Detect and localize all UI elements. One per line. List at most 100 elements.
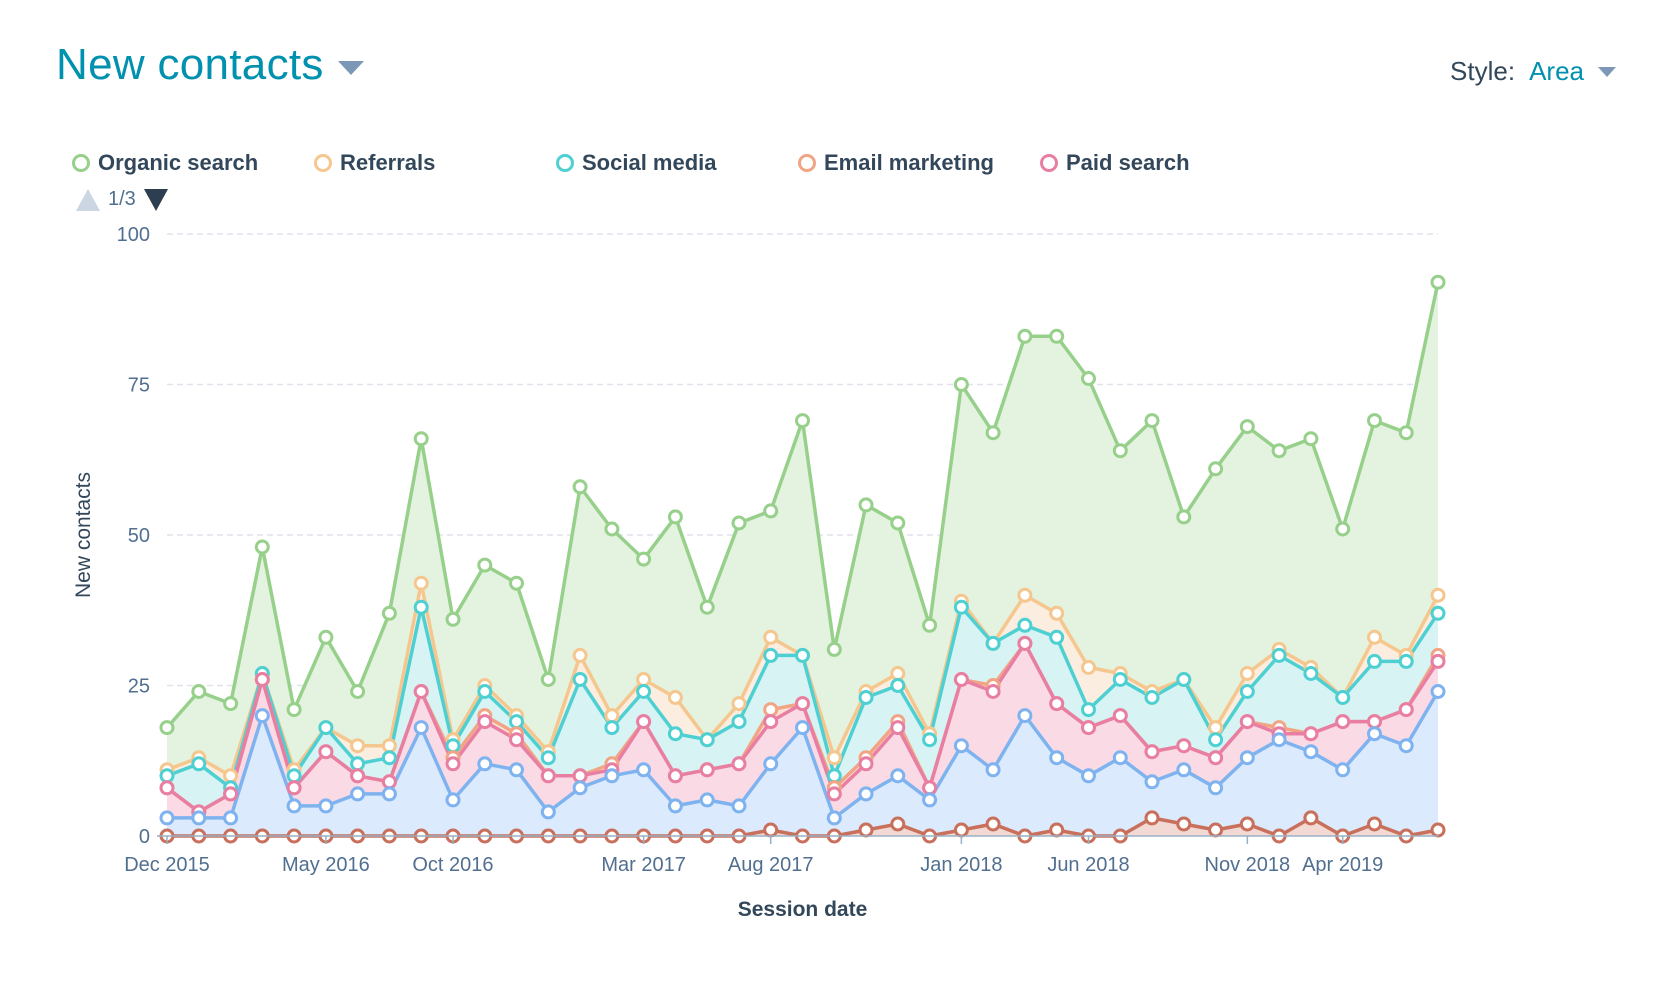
triangle-up-icon[interactable]	[76, 188, 100, 211]
data-point-organic-search	[1208, 461, 1224, 477]
data-point-organic-search	[890, 515, 906, 531]
legend-marker-icon	[1040, 154, 1058, 172]
data-point-other	[1303, 744, 1319, 760]
data-point-other	[763, 756, 779, 772]
data-point-organic-search	[445, 611, 461, 627]
data-point-referrals	[604, 708, 620, 724]
data-point-other	[636, 762, 652, 778]
data-point-paid-search	[1239, 714, 1255, 730]
data-point-organic-search	[350, 684, 366, 699]
data-point-other	[985, 762, 1001, 778]
triangle-down-icon[interactable]	[143, 188, 168, 211]
data-point-social-media	[540, 750, 556, 766]
data-point-direct-traffic	[1208, 822, 1224, 838]
legend-item-organic-search[interactable]: Organic search	[72, 150, 258, 176]
data-point-organic-search	[381, 605, 397, 621]
data-point-organic-search	[1398, 425, 1414, 441]
data-point-social-media	[1367, 653, 1382, 669]
data-point-organic-search	[477, 557, 493, 573]
data-point-organic-search	[636, 551, 652, 567]
data-point-paid-search	[953, 672, 969, 687]
data-point-social-media	[1239, 684, 1255, 699]
y-tick-label: 25	[128, 676, 150, 698]
chart-title[interactable]: New contacts	[56, 40, 324, 89]
data-point-other	[223, 810, 239, 826]
legend-label: Referrals	[340, 150, 436, 175]
data-point-social-media	[381, 750, 397, 766]
data-point-paid-search	[1303, 726, 1319, 742]
data-point-social-media	[953, 599, 969, 615]
data-point-paid-search	[1398, 702, 1414, 718]
data-point-social-media	[572, 672, 588, 687]
data-point-paid-search	[890, 720, 906, 736]
data-point-social-media	[1049, 629, 1065, 645]
data-point-organic-search	[413, 431, 429, 447]
data-point-other	[1144, 774, 1160, 790]
data-point-paid-search	[731, 756, 747, 772]
data-point-social-media	[477, 684, 493, 699]
data-point-paid-search	[636, 714, 652, 730]
data-point-referrals	[763, 629, 779, 645]
axes: 0 25 50 75 100 Dec 2015 May 2016 Oct 2016 Mar 20…	[72, 224, 1438, 921]
legend-item-paid-search[interactable]: Paid search	[1040, 150, 1190, 176]
data-point-direct-traffic	[858, 822, 874, 838]
data-point-organic-search	[509, 575, 524, 591]
data-point-social-media	[1271, 647, 1287, 663]
data-point-social-media	[413, 599, 429, 615]
data-point-direct-traffic	[1239, 816, 1255, 832]
data-point-organic-search	[826, 641, 842, 657]
data-point-other	[1430, 684, 1446, 699]
data-point-social-media	[1017, 617, 1033, 633]
data-point-social-media	[318, 720, 334, 736]
data-point-other	[572, 780, 588, 796]
data-point-social-media	[1335, 690, 1351, 705]
legend-marker-icon	[72, 154, 90, 172]
data-point-social-media	[509, 714, 524, 730]
data-point-direct-traffic	[1049, 822, 1065, 838]
data-point-organic-search	[540, 672, 556, 687]
data-point-organic-search	[1081, 371, 1096, 386]
data-point-referrals	[413, 575, 429, 591]
data-point-social-media	[1176, 672, 1192, 687]
data-point-paid-search	[381, 774, 397, 790]
legend-marker-icon	[556, 154, 574, 172]
data-point-direct-traffic	[985, 816, 1001, 832]
data-point-referrals	[890, 666, 906, 681]
data-point-other	[318, 798, 334, 814]
data-point-other	[350, 786, 366, 802]
data-point-paid-search	[667, 768, 683, 784]
data-point-paid-search	[795, 696, 810, 712]
data-point-organic-search	[1430, 274, 1446, 290]
data-point-other	[1398, 738, 1414, 754]
legend-item-email-marketing[interactable]: Email marketing	[798, 150, 994, 176]
data-point-other	[413, 720, 429, 736]
data-point-paid-search	[318, 744, 334, 760]
chevron-down-icon[interactable]	[1598, 66, 1616, 77]
legend-label: Organic search	[98, 150, 259, 175]
data-point-social-media	[763, 647, 779, 663]
data-point-paid-search	[1176, 738, 1192, 754]
chevron-down-icon[interactable]	[337, 61, 364, 75]
x-tick-label: May 2016	[282, 854, 370, 876]
data-point-paid-search	[223, 786, 239, 802]
legend-item-referrals[interactable]: Referrals	[314, 150, 435, 176]
legend-label: Email marketing	[824, 150, 994, 175]
style-selector[interactable]: Style: Area	[1450, 56, 1616, 87]
data-point-other	[286, 798, 302, 814]
data-point-other	[540, 804, 556, 820]
data-point-other	[1208, 780, 1224, 796]
style-value[interactable]: Area	[1529, 56, 1584, 86]
data-point-organic-search	[699, 599, 715, 615]
legend-item-social-media[interactable]: Social media	[556, 150, 717, 176]
data-point-paid-search	[1335, 714, 1351, 730]
data-point-other	[1271, 732, 1287, 748]
data-point-organic-search	[667, 509, 683, 525]
data-point-social-media	[636, 684, 652, 699]
data-point-other	[795, 720, 810, 736]
data-point-organic-search	[763, 503, 779, 519]
data-point-organic-search	[1144, 413, 1160, 429]
x-tick-label: Aug 2017	[728, 854, 814, 876]
data-point-referrals	[667, 690, 683, 705]
data-point-social-media	[604, 720, 620, 736]
data-point-organic-search	[1271, 443, 1287, 459]
